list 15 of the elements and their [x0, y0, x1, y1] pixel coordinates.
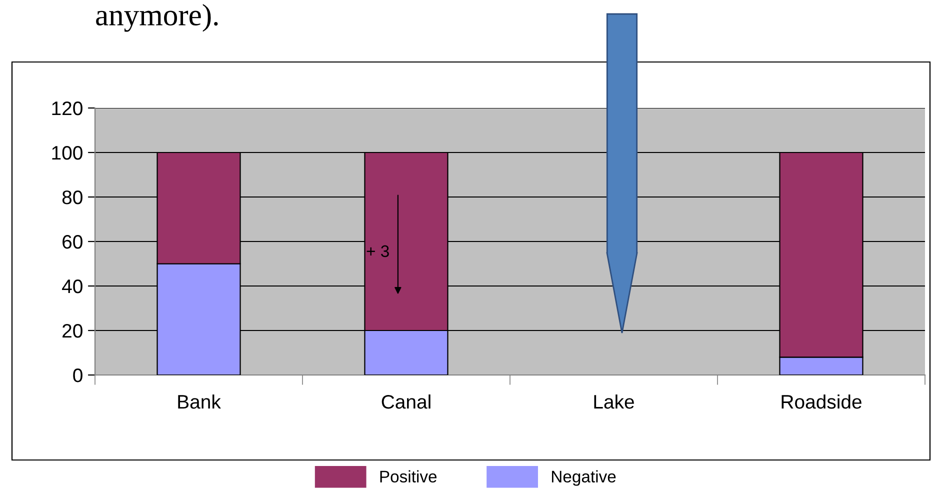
legend-label: Positive [380, 470, 437, 482]
x-tick-label: Canal [382, 394, 430, 409]
y-tick-label: 40 [62, 279, 82, 294]
y-tick-label: 100 [52, 146, 82, 160]
x-tick-label: Bank [178, 394, 221, 409]
text: anymore). [96, 4, 218, 32]
legend-label: Negative [552, 470, 616, 486]
y-tick-label: 60 [62, 234, 82, 249]
y-tick-label: 0 [73, 368, 82, 382]
y-tick-label: 120 [52, 101, 82, 116]
y-tick-label: 80 [62, 190, 82, 204]
y-tick-label: 20 [62, 324, 82, 338]
annotation: + 3 [366, 245, 389, 258]
x-tick-label: Lake [594, 394, 634, 409]
x-tick-label: Roadside [782, 394, 862, 409]
